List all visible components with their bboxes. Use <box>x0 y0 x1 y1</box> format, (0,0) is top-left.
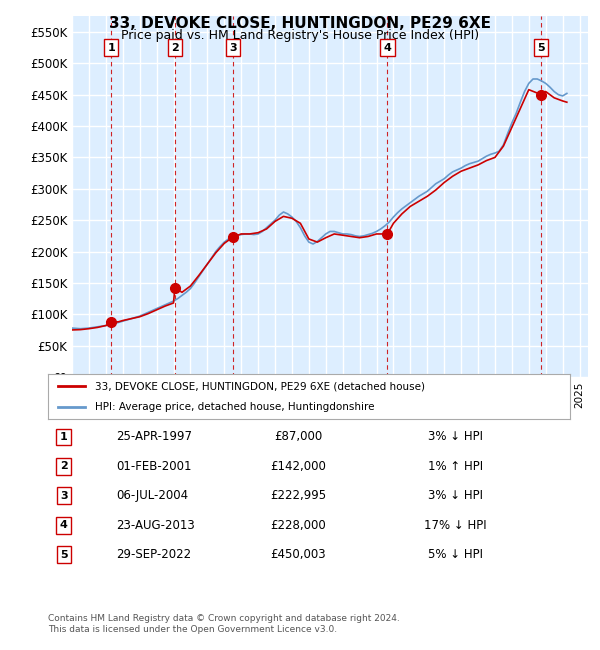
Text: £228,000: £228,000 <box>271 519 326 532</box>
Text: 4: 4 <box>60 520 68 530</box>
Text: 29-SEP-2022: 29-SEP-2022 <box>116 548 191 561</box>
Text: Price paid vs. HM Land Registry's House Price Index (HPI): Price paid vs. HM Land Registry's House … <box>121 29 479 42</box>
Text: 5% ↓ HPI: 5% ↓ HPI <box>428 548 482 561</box>
Text: 1% ↑ HPI: 1% ↑ HPI <box>428 460 483 473</box>
Text: £142,000: £142,000 <box>271 460 326 473</box>
Text: 1: 1 <box>107 43 115 53</box>
Text: 3% ↓ HPI: 3% ↓ HPI <box>428 489 482 502</box>
Text: £450,003: £450,003 <box>271 548 326 561</box>
Text: 33, DEVOKE CLOSE, HUNTINGDON, PE29 6XE (detached house): 33, DEVOKE CLOSE, HUNTINGDON, PE29 6XE (… <box>95 382 425 391</box>
Text: £87,000: £87,000 <box>274 430 323 443</box>
Text: 3: 3 <box>60 491 67 500</box>
Text: 3: 3 <box>229 43 237 53</box>
Text: 06-JUL-2004: 06-JUL-2004 <box>116 489 188 502</box>
Text: 3% ↓ HPI: 3% ↓ HPI <box>428 430 482 443</box>
Text: 4: 4 <box>383 43 391 53</box>
Text: 1: 1 <box>60 432 68 442</box>
Text: 5: 5 <box>538 43 545 53</box>
Text: 25-APR-1997: 25-APR-1997 <box>116 430 192 443</box>
Text: 2: 2 <box>60 462 68 471</box>
Text: 2: 2 <box>171 43 179 53</box>
Text: 5: 5 <box>60 550 67 560</box>
Text: 01-FEB-2001: 01-FEB-2001 <box>116 460 191 473</box>
Text: £222,995: £222,995 <box>271 489 326 502</box>
Text: HPI: Average price, detached house, Huntingdonshire: HPI: Average price, detached house, Hunt… <box>95 402 374 411</box>
Text: 17% ↓ HPI: 17% ↓ HPI <box>424 519 487 532</box>
Text: 23-AUG-2013: 23-AUG-2013 <box>116 519 194 532</box>
Text: Contains HM Land Registry data © Crown copyright and database right 2024.
This d: Contains HM Land Registry data © Crown c… <box>48 614 400 634</box>
Text: 33, DEVOKE CLOSE, HUNTINGDON, PE29 6XE: 33, DEVOKE CLOSE, HUNTINGDON, PE29 6XE <box>109 16 491 31</box>
